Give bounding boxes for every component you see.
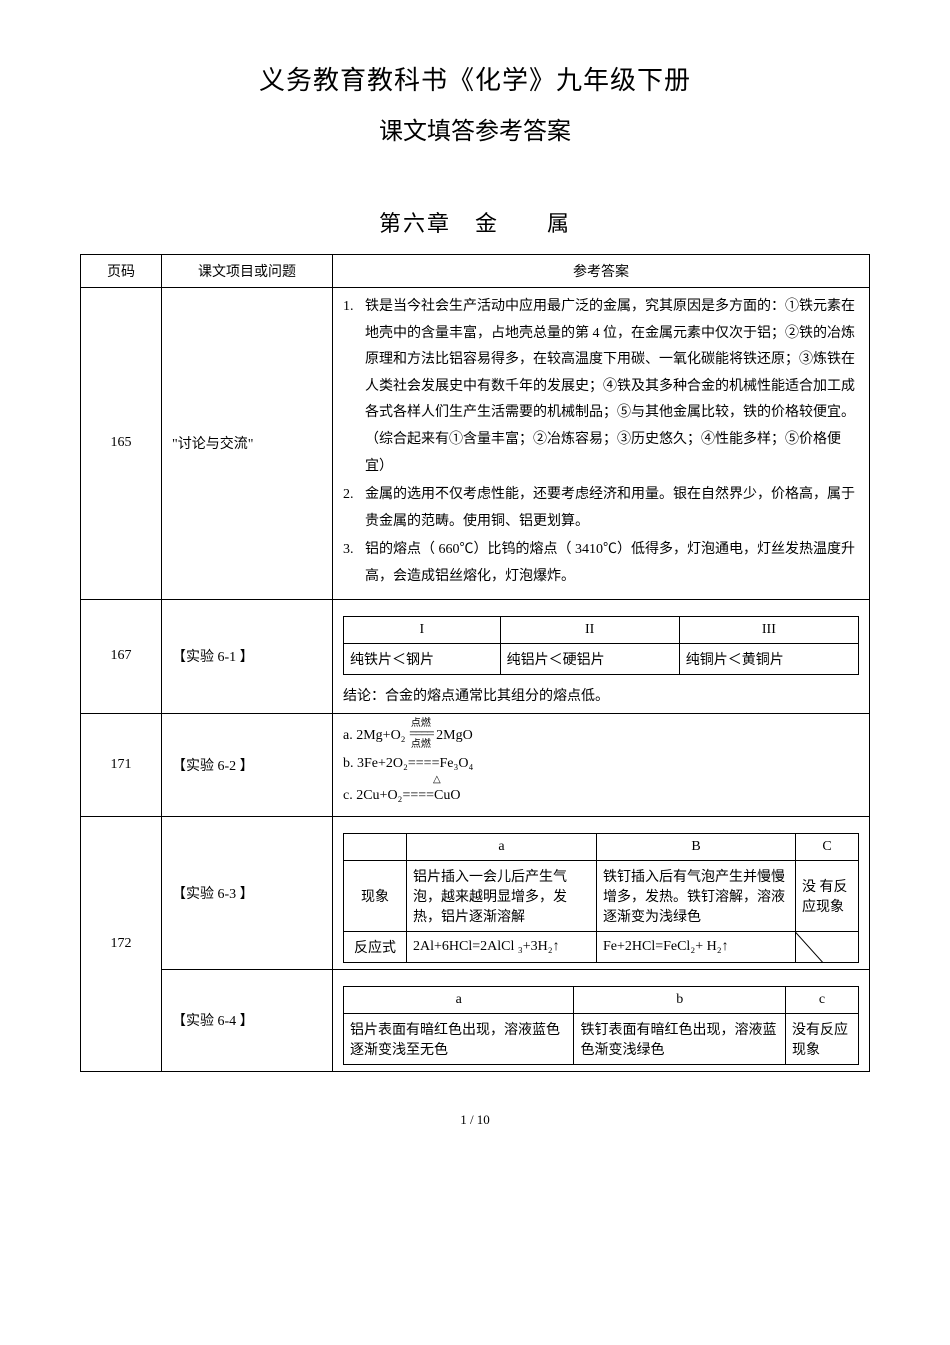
t63-h-c: C: [796, 833, 859, 860]
ans-165-3-txt: 铝的熔点（ 660℃）比钨的熔点（ 3410℃）低得多，灯泡通电，灯丝发热温度升…: [365, 537, 859, 590]
t64-h-c: c: [786, 986, 859, 1013]
t64-r-b: 铁钉表面有暗红色出现，溶液蓝色渐变浅绿色: [574, 1013, 786, 1064]
t63-r2-c-diag: [796, 931, 859, 962]
t63-r1-a: 铝片插入一会儿后产生气泡，越来越明显增多，发热，铝片逐渐溶解: [407, 860, 597, 931]
t61-h-b: II: [500, 616, 679, 643]
t63-h-b: B: [596, 833, 795, 860]
t64-h-b: b: [574, 986, 786, 1013]
eq-a-cond: 点燃 ==== 点燃: [409, 719, 433, 750]
t63-r1-c: 没 有反 应现象: [796, 860, 859, 931]
table-6-4: a b c 铝片表面有暗红色出现，溶液蓝色逐渐变浅至无色 铁钉表面有暗红色出现，…: [343, 986, 859, 1065]
t63-r2-label: 反应式: [344, 931, 407, 962]
t64-h-a: a: [344, 986, 574, 1013]
eq-a-cond-bot: 点燃: [411, 740, 431, 750]
eq-b: b. 3Fe+2O₂====Fe₃O₄: [343, 751, 859, 778]
ans-165-1-txt: 铁是当今社会生产活动中应用最广泛的金属，究其原因是多方面的：①铁元素在地壳中的含…: [365, 294, 859, 480]
answer-165: 1.铁是当今社会生产活动中应用最广泛的金属，究其原因是多方面的：①铁元素在地壳中…: [333, 288, 870, 600]
eq-a-label: a.: [343, 727, 353, 742]
t63-r1-b: 铁钉插入后有气泡产生并慢慢增多，发热。铁钉溶解，溶液逐渐变为浅绿色: [596, 860, 795, 931]
t61-r-c: 纯铜片＜黄铜片: [679, 643, 858, 674]
ans-165-3-num: 3.: [343, 537, 365, 590]
t63-r2-b: Fe+2HCl=FeCl₂+ H₂↑: [596, 931, 795, 962]
t61-r-a: 纯铁片＜钢片: [344, 643, 501, 674]
answer-table: 页码 课文项目或问题 参考答案 165 "讨论与交流" 1.铁是当今社会生产活动…: [80, 254, 870, 1072]
t61-conclusion: 结论：合金的熔点通常比其组分的熔点低。: [343, 681, 859, 707]
ans-165-2-txt: 金属的选用不仅考虑性能，还要考虑经济和用量。银在自然界少，价格高，属于贵金属的范…: [365, 482, 859, 535]
t61-h-a: I: [344, 616, 501, 643]
t63-r2-a: 2Al+6HCl=2AlCl ₃+3H₂↑: [407, 931, 597, 962]
t61-h-c: III: [679, 616, 858, 643]
th-page: 页码: [81, 255, 162, 288]
page-172: 172: [81, 816, 162, 1071]
item-172-64: 【实验 6-4 】: [162, 969, 333, 1071]
item-172-63: 【实验 6-3 】: [162, 816, 333, 969]
eq-a-left: 2Mg+O₂: [356, 727, 405, 742]
chapter-title: 第六章 金 属: [80, 206, 870, 238]
eq-c: c. 2Cu+O₂====CuO: [343, 783, 859, 810]
eq-b-txt: b. 3Fe+2O₂====Fe₃O₄: [343, 756, 473, 771]
th-answer: 参考答案: [333, 255, 870, 288]
item-165: "讨论与交流": [162, 288, 333, 600]
t61-r-b: 纯铝片＜硬铝片: [500, 643, 679, 674]
title-sub: 课文填答参考答案: [80, 111, 870, 146]
ans-165-2-num: 2.: [343, 482, 365, 535]
t64-r-a: 铝片表面有暗红色出现，溶液蓝色逐渐变浅至无色: [344, 1013, 574, 1064]
t63-h-blank: [344, 833, 407, 860]
table-6-1: I II III 纯铁片＜钢片 纯铝片＜硬铝片 纯铜片＜黄铜片: [343, 616, 859, 675]
page-footer: 1 / 10: [80, 1112, 870, 1128]
th-item: 课文项目或问题: [162, 255, 333, 288]
item-167: 【实验 6-1 】: [162, 599, 333, 713]
answer-172-64: a b c 铝片表面有暗红色出现，溶液蓝色逐渐变浅至无色 铁钉表面有暗红色出现，…: [333, 969, 870, 1071]
t64-r-c: 没有反应现象: [786, 1013, 859, 1064]
page-165: 165: [81, 288, 162, 600]
page-167: 167: [81, 599, 162, 713]
item-171: 【实验 6-2 】: [162, 713, 333, 816]
eq-a-right: 2MgO: [436, 727, 473, 742]
ans-165-1-num: 1.: [343, 294, 365, 480]
title-main: 义务教育教科书《化学》九年级下册: [80, 60, 870, 97]
answer-171: a. 2Mg+O₂ 点燃 ==== 点燃 2MgO b. 3Fe+2O₂====…: [333, 713, 870, 816]
table-6-3: a B C 现象 铝片插入一会儿后产生气泡，越来越明显增多，发热，铝片逐渐溶解 …: [343, 833, 859, 963]
page-171: 171: [81, 713, 162, 816]
eq-a: a. 2Mg+O₂ 点燃 ==== 点燃 2MgO: [343, 720, 859, 751]
t63-r1-label: 现象: [344, 860, 407, 931]
t63-h-a: a: [407, 833, 597, 860]
answer-172-63: a B C 现象 铝片插入一会儿后产生气泡，越来越明显增多，发热，铝片逐渐溶解 …: [333, 816, 870, 969]
answer-167: I II III 纯铁片＜钢片 纯铝片＜硬铝片 纯铜片＜黄铜片 结论：合金的熔点…: [333, 599, 870, 713]
